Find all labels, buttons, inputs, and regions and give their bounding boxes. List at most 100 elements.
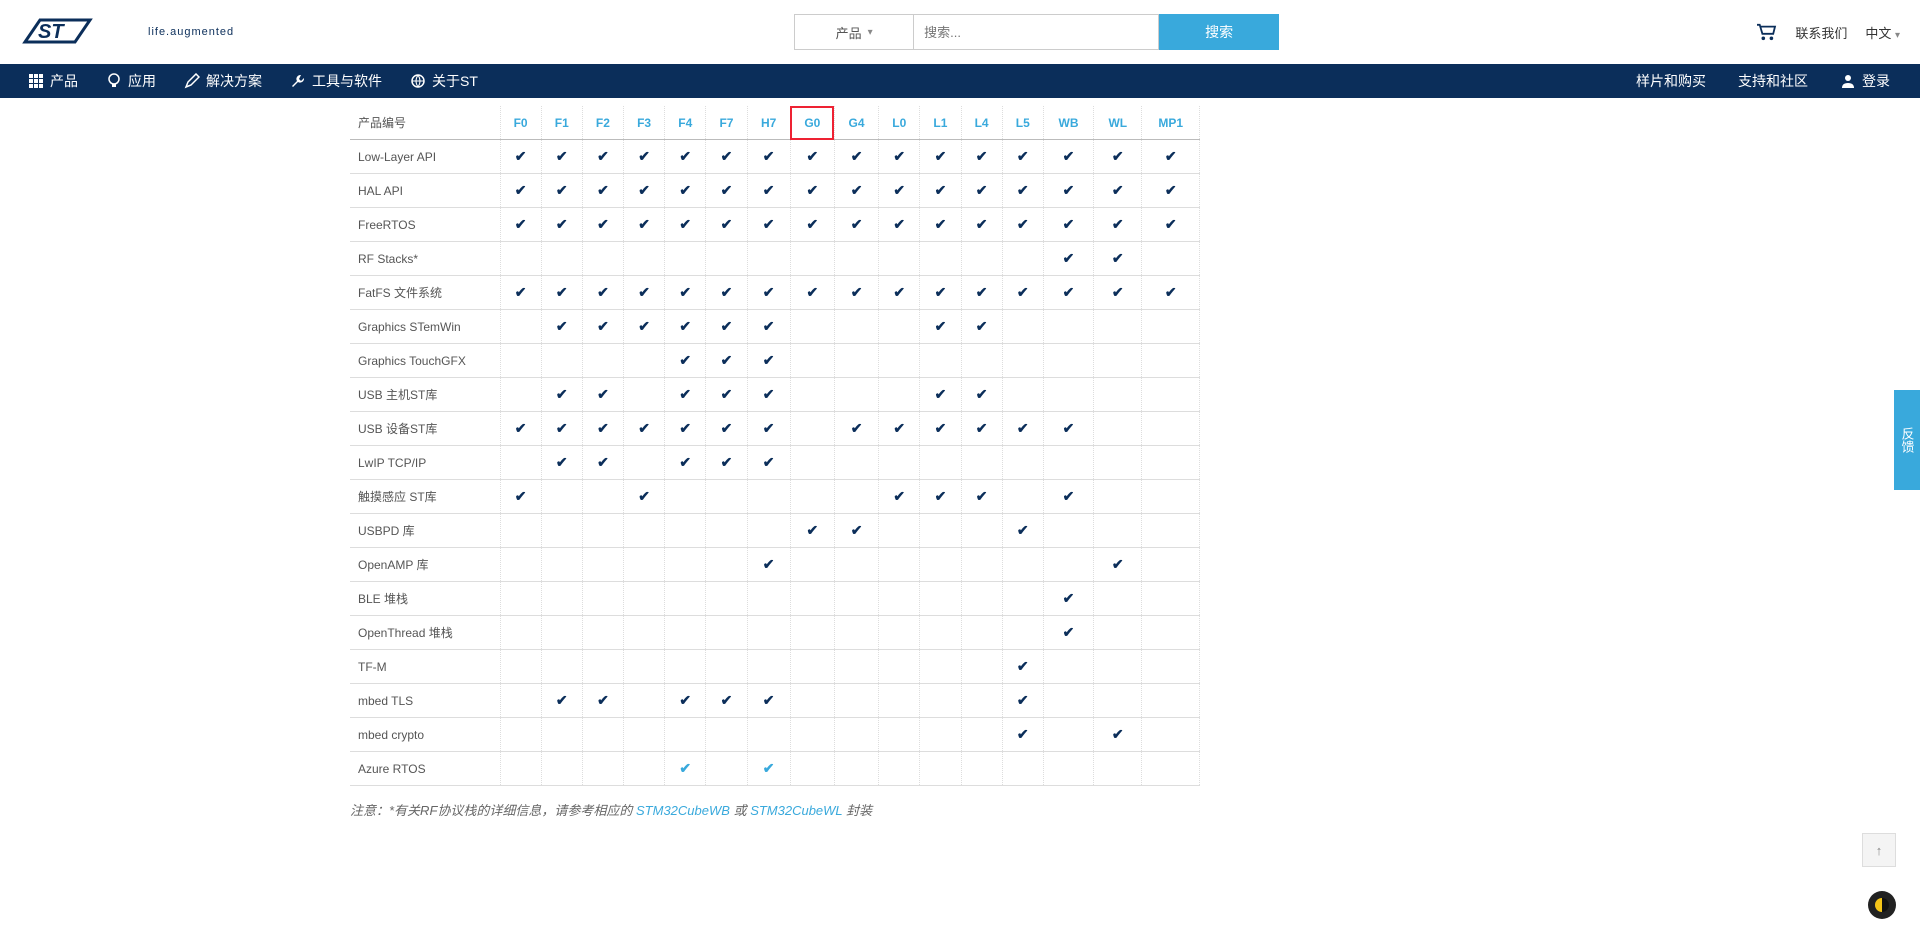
contact-link[interactable]: 联系我们 [1795, 23, 1847, 42]
feature-cell [1043, 684, 1093, 718]
column-header-l5[interactable]: L5 [1002, 106, 1043, 140]
check-icon: ✔ [851, 522, 863, 538]
feature-cell [541, 582, 582, 616]
column-header-h7[interactable]: H7 [747, 106, 790, 140]
logo-area[interactable]: ST life.augmented [20, 12, 234, 52]
feature-cell [879, 718, 920, 752]
check-icon: ✔ [515, 216, 527, 232]
feature-cell [790, 752, 834, 786]
back-to-top-button[interactable]: ↑ [1862, 833, 1896, 867]
column-header-f3[interactable]: F3 [624, 106, 665, 140]
feature-cell [1002, 616, 1043, 650]
feature-cell [582, 718, 623, 752]
feature-cell [500, 616, 541, 650]
feature-cell [790, 582, 834, 616]
feature-cell [1142, 650, 1200, 684]
check-icon: ✔ [976, 318, 988, 334]
accessibility-button[interactable] [1868, 891, 1896, 919]
nav-login-label: 登录 [1862, 71, 1890, 91]
feature-cell [624, 344, 665, 378]
column-header-wb[interactable]: WB [1043, 106, 1093, 140]
nav-applications[interactable]: 应用 [92, 64, 170, 98]
feature-cell [500, 446, 541, 480]
feature-cell [665, 514, 706, 548]
check-icon: ✔ [851, 284, 863, 300]
row-label: OpenAMP 库 [350, 548, 500, 582]
language-dropdown[interactable]: 中文 ▾ [1865, 23, 1900, 42]
feature-cell: ✔ [1043, 174, 1093, 208]
feature-cell: ✔ [1002, 208, 1043, 242]
column-header-f4[interactable]: F4 [665, 106, 706, 140]
feature-cell: ✔ [1002, 684, 1043, 718]
feature-cell: ✔ [500, 412, 541, 446]
check-icon: ✔ [1165, 284, 1177, 300]
cart-icon[interactable] [1755, 23, 1777, 41]
search-button[interactable]: 搜索 [1159, 14, 1279, 50]
arrow-up-icon: ↑ [1876, 843, 1883, 858]
column-header-mp1[interactable]: MP1 [1142, 106, 1200, 140]
table-row: mbed crypto✔✔ [350, 718, 1200, 752]
check-icon: ✔ [597, 182, 609, 198]
nav-login[interactable]: 登录 [1824, 71, 1906, 91]
feature-cell [790, 242, 834, 276]
feature-cell [879, 684, 920, 718]
column-header-f0[interactable]: F0 [500, 106, 541, 140]
footnote-link-cubewb[interactable]: STM32CubeWB [636, 803, 730, 818]
feature-cell [879, 616, 920, 650]
feature-cell [1002, 480, 1043, 514]
feature-cell [1142, 616, 1200, 650]
pencil-icon [184, 73, 200, 89]
feature-cell [624, 514, 665, 548]
feature-cell: ✔ [541, 208, 582, 242]
feature-cell [1043, 752, 1093, 786]
check-icon: ✔ [638, 420, 650, 436]
nav-solutions[interactable]: 解决方案 [170, 64, 276, 98]
column-header-l4[interactable]: L4 [961, 106, 1002, 140]
column-header-f7[interactable]: F7 [706, 106, 747, 140]
table-row: USBPD 库✔✔✔ [350, 514, 1200, 548]
nav-about[interactable]: 关于ST [396, 64, 492, 98]
nav-products[interactable]: 产品 [14, 64, 92, 98]
feature-cell [834, 310, 878, 344]
column-header-f1[interactable]: F1 [541, 106, 582, 140]
nav-support[interactable]: 支持和社区 [1722, 71, 1824, 91]
feature-cell [790, 616, 834, 650]
column-header-f2[interactable]: F2 [582, 106, 623, 140]
feature-cell [1002, 344, 1043, 378]
main-nav: 产品 应用 解决方案 工具与软件 关于ST 样片和购买 支持和社区 登录 [0, 64, 1920, 98]
feature-cell: ✔ [961, 140, 1002, 174]
feature-cell [961, 718, 1002, 752]
feature-cell [1094, 310, 1142, 344]
feature-cell [1142, 412, 1200, 446]
check-icon: ✔ [763, 760, 775, 776]
search-input[interactable] [914, 14, 1159, 50]
footnote: 注意：*有关RF协议栈的详细信息，请参考相应的 STM32CubeWB 或 ST… [350, 800, 1550, 819]
feature-cell: ✔ [665, 344, 706, 378]
column-header-wl[interactable]: WL [1094, 106, 1142, 140]
feedback-tab[interactable]: 反馈 [1894, 390, 1920, 490]
feature-cell: ✔ [541, 378, 582, 412]
column-header-g4[interactable]: G4 [834, 106, 878, 140]
check-icon: ✔ [1017, 148, 1029, 164]
footnote-link-cubewl[interactable]: STM32CubeWL [750, 803, 842, 818]
check-icon: ✔ [679, 692, 691, 708]
feature-cell [1094, 480, 1142, 514]
table-row: mbed TLS✔✔✔✔✔✔ [350, 684, 1200, 718]
nav-samples[interactable]: 样片和购买 [1620, 71, 1722, 91]
row-label: OpenThread 堆栈 [350, 616, 500, 650]
feature-cell: ✔ [1094, 174, 1142, 208]
feature-cell [747, 650, 790, 684]
column-header-g0[interactable]: G0 [790, 106, 834, 140]
nav-tools[interactable]: 工具与软件 [276, 64, 396, 98]
nav-about-label: 关于ST [432, 71, 478, 91]
product-dropdown[interactable]: 产品 ▾ [794, 14, 914, 50]
column-header-l0[interactable]: L0 [879, 106, 920, 140]
row-label: USBPD 库 [350, 514, 500, 548]
check-icon: ✔ [1017, 182, 1029, 198]
feature-cell: ✔ [920, 480, 961, 514]
row-label: RF Stacks* [350, 242, 500, 276]
feature-cell [920, 446, 961, 480]
check-icon: ✔ [763, 692, 775, 708]
feature-cell [961, 548, 1002, 582]
column-header-l1[interactable]: L1 [920, 106, 961, 140]
